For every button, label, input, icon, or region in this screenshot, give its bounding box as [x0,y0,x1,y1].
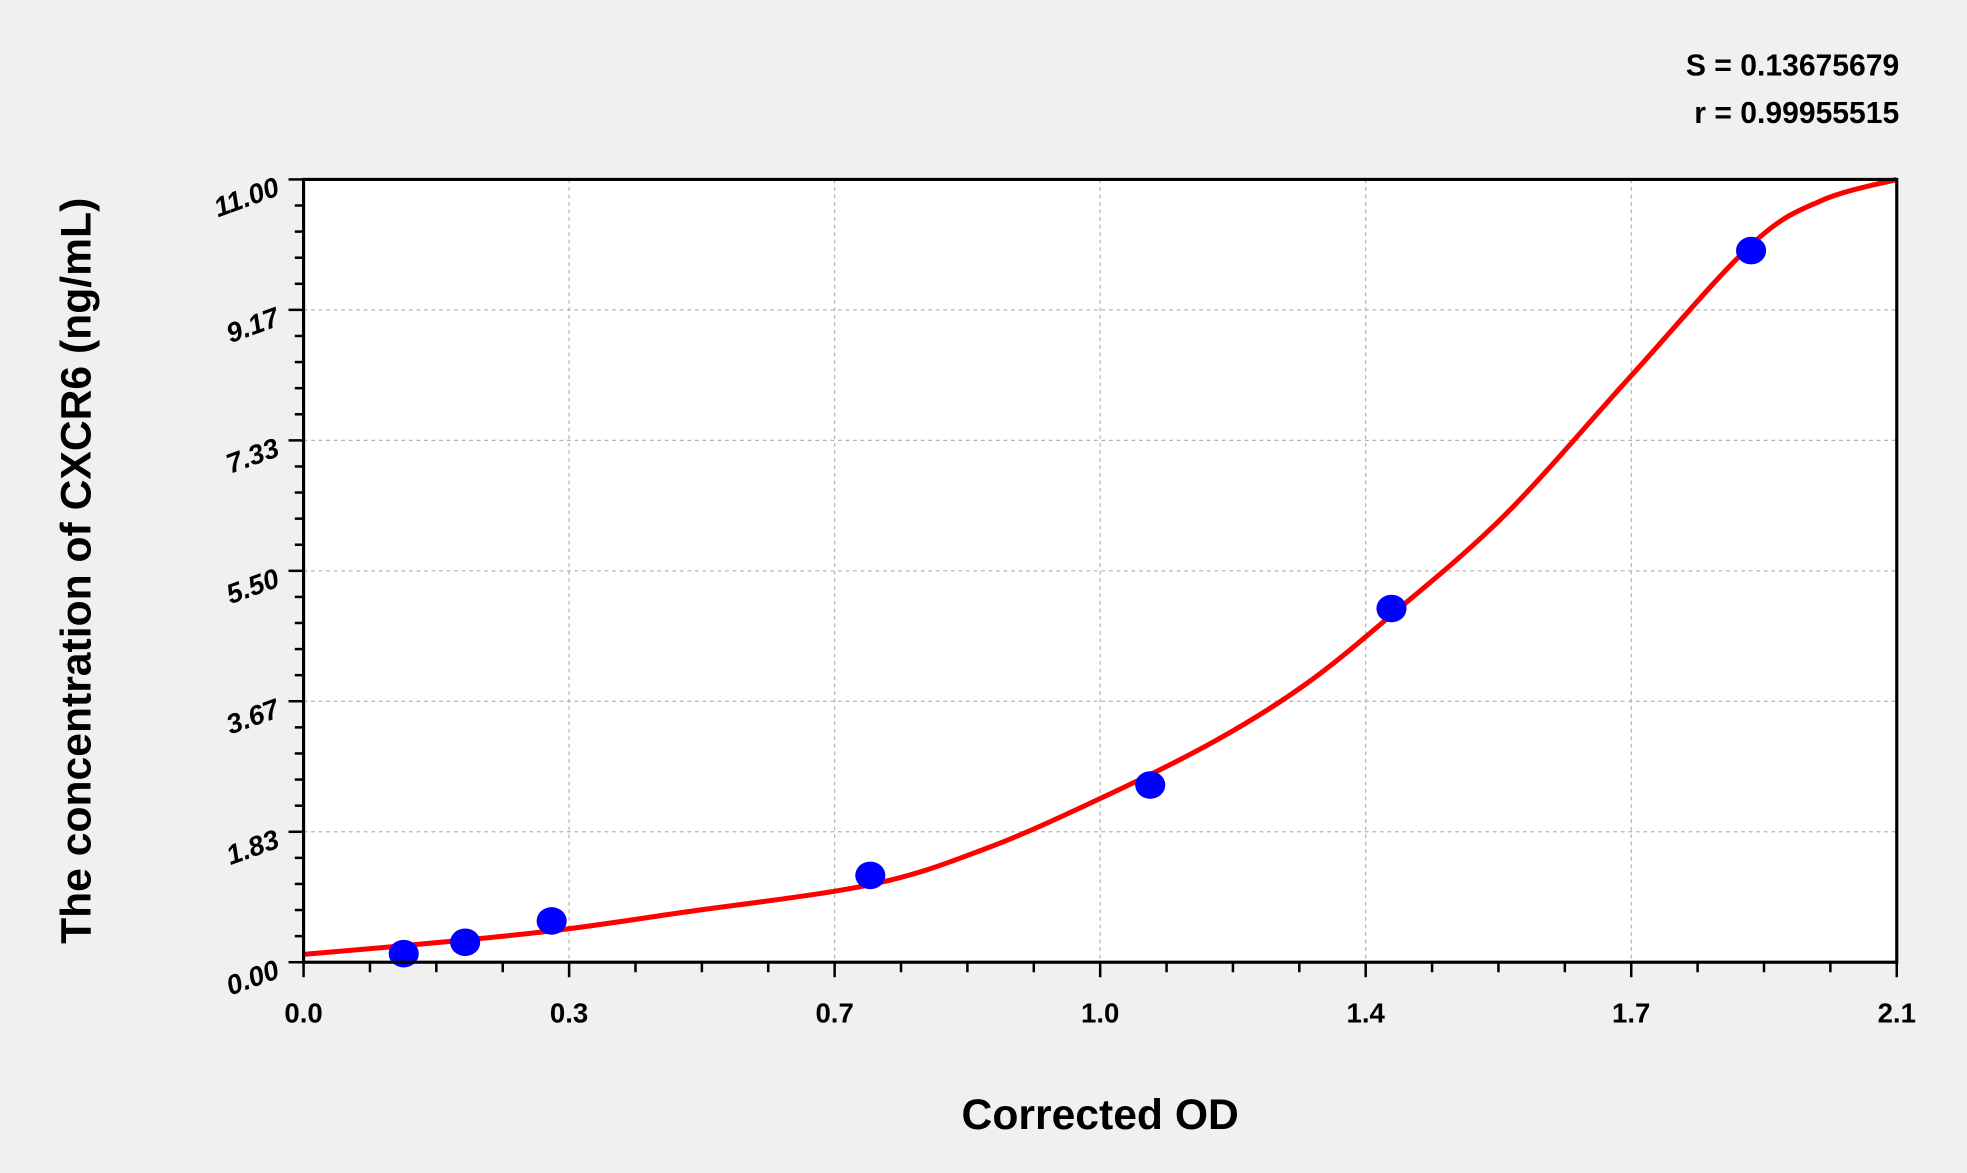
axis-ticks [288,178,1899,978]
x-axis-label: Corrected OD [962,1091,1239,1139]
stat-s: S = 0.13675679 [1686,49,1899,82]
x-tick-label: 0.0 [284,997,322,1028]
y-tick-label: 7.33 [222,432,284,480]
data-points-layer [388,236,1767,968]
x-tick-label: 0.3 [550,997,588,1028]
fit-curve [303,177,1898,957]
y-tick-labels: 0.00 1.83 3.67 5.50 7.33 9.17 11.00 [210,171,285,1002]
y-axis-label: The concentration of CXCR6 (ng/mL) [52,198,100,944]
data-point [1376,594,1407,623]
x-tick-label: 0.7 [815,997,853,1028]
data-point [450,928,481,957]
grid-lines [303,179,1897,963]
y-tick-label: 1.83 [222,823,284,871]
data-point [855,861,886,890]
x-tick-label: 2.1 [1878,997,1916,1028]
x-tick-labels: 0.0 0.3 0.7 1.0 1.4 1.7 2.1 [284,997,1916,1028]
y-tick-label: 3.67 [222,692,285,740]
x-tick-label: 1.4 [1347,997,1386,1028]
y-tick-label: 11.00 [210,171,284,223]
y-tick-label: 0.00 [222,954,284,1002]
data-point [1135,771,1166,799]
data-point [1736,236,1767,265]
data-point [388,939,419,968]
stat-r: r = 0.99955515 [1694,97,1899,130]
fit-curve-layer [303,177,1898,957]
y-tick-label: 5.50 [222,562,284,610]
x-tick-label: 1.7 [1612,997,1650,1028]
data-point [536,907,567,935]
y-tick-label: 9.17 [222,301,285,349]
x-tick-label: 1.0 [1081,997,1119,1028]
